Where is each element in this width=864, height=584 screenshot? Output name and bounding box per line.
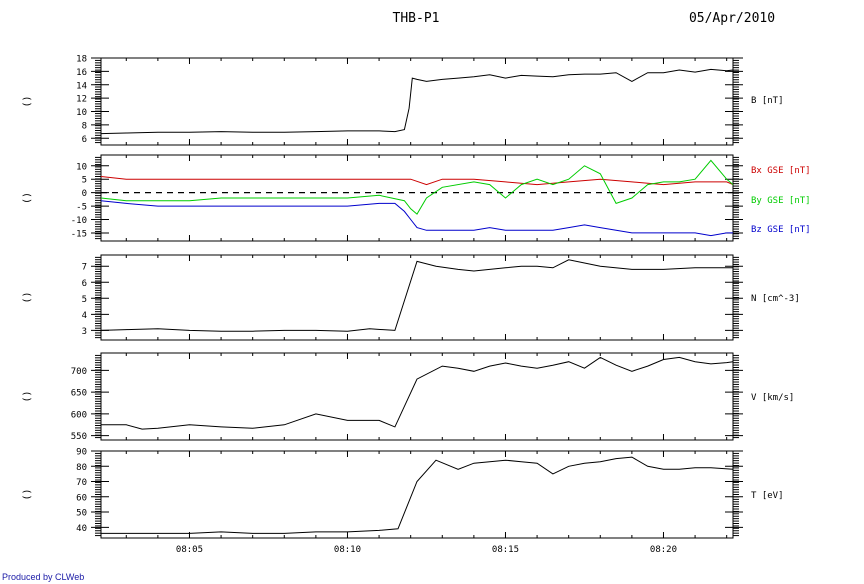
y-tick-label: 40 <box>76 524 87 534</box>
panel-2: 3 4 5 6 7 () N [cm^-3] <box>22 254 800 341</box>
y-tick-label: 0 <box>82 189 87 199</box>
y-tick-label: 10 <box>76 108 87 118</box>
y-tick-label: 80 <box>76 463 87 473</box>
series-label: By GSE [nT] <box>751 196 811 206</box>
y-tick-label: 16 <box>76 68 87 78</box>
series-label: N [cm^-3] <box>751 294 800 304</box>
series-line-1-1 <box>100 159 734 215</box>
series-label: T [eV] <box>751 491 784 501</box>
series-label: V [km/s] <box>751 393 794 403</box>
panels: 6 8 10 12 14 16 18 () B [nT] -15 -10 -5 0 5 10 () Bx GSE… <box>22 55 811 556</box>
y-tick-label: 70 <box>76 478 87 488</box>
y-tick-label: 5 <box>82 295 87 305</box>
series-label: B [nT] <box>751 96 784 106</box>
panel-0: 6 8 10 12 14 16 18 () B [nT] <box>22 55 784 146</box>
y-axis-unit-label: () <box>22 192 33 204</box>
series-line-4-0 <box>101 456 734 534</box>
y-axis-unit-label: () <box>22 488 33 500</box>
y-tick-label: 3 <box>82 327 87 337</box>
y-axis-unit-label: () <box>22 291 33 303</box>
x-tick-label: 08:05 <box>176 545 203 555</box>
y-tick-label: 90 <box>76 448 87 458</box>
series-line-0-0 <box>100 68 734 135</box>
credit-text: Produced by CLWeb <box>2 572 85 582</box>
y-tick-label: 6 <box>82 279 87 289</box>
y-tick-label: 700 <box>71 367 87 377</box>
plot-date: 05/Apr/2010 <box>689 11 775 26</box>
y-tick-label: 6 <box>82 135 87 145</box>
y-axis-unit-label: () <box>22 95 33 107</box>
panel-1: -15 -10 -5 0 5 10 () Bx GSE [nT] By GSE [nT] Bz G… <box>22 154 811 242</box>
panel-frame <box>100 254 734 341</box>
y-tick-label: 8 <box>82 121 87 131</box>
y-tick-label: 10 <box>76 162 87 172</box>
series-line-1-2 <box>100 200 733 237</box>
series-line-2-0 <box>100 259 733 332</box>
series-line-1-0 <box>100 176 734 186</box>
y-tick-label: 14 <box>76 81 87 91</box>
y-tick-label: 4 <box>82 311 87 321</box>
y-tick-label: 7 <box>82 263 87 273</box>
y-tick-label: -15 <box>71 229 87 239</box>
x-tick-label: 08:10 <box>334 545 361 555</box>
series-line-3-0 <box>101 356 734 430</box>
x-tick-label: 08:20 <box>650 545 677 555</box>
y-tick-label: 5 <box>82 176 87 186</box>
y-tick-label: -10 <box>71 216 87 226</box>
y-tick-label: 650 <box>71 389 87 399</box>
panel-4: 40 50 60 70 80 90 () T [eV] 08:05 08:10 08:15 08:20 <box>22 448 784 556</box>
y-tick-label: 600 <box>71 410 87 420</box>
x-tick-label: 08:15 <box>492 545 519 555</box>
series-label: Bx GSE [nT] <box>751 166 811 176</box>
y-tick-label: 12 <box>76 95 87 105</box>
y-tick-label: 550 <box>71 432 87 442</box>
y-tick-label: 60 <box>76 493 87 503</box>
plot-title: THB-P1 <box>393 11 440 26</box>
y-axis-unit-label: () <box>22 390 33 402</box>
y-tick-label: 18 <box>76 55 87 65</box>
y-tick-label: 50 <box>76 509 87 519</box>
panel-frame <box>100 450 734 539</box>
series-label: Bz GSE [nT] <box>751 225 811 235</box>
panel-frame <box>100 352 734 441</box>
panel-3: 550 600 650 700 () V [km/s] <box>22 352 794 442</box>
y-tick-label: -5 <box>76 203 87 213</box>
